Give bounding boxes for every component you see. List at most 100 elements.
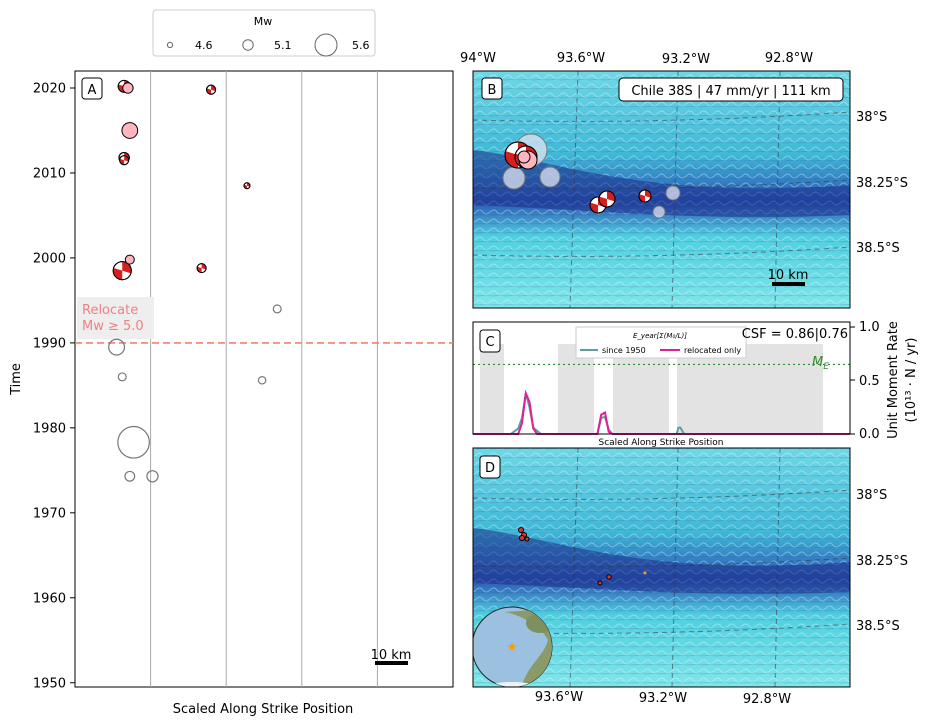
beachball-outline	[206, 84, 217, 95]
event-beachball	[206, 84, 217, 95]
map-b-beachball	[598, 190, 616, 208]
globe-location-star-icon: ★	[506, 640, 518, 655]
panel-c-frame	[472, 321, 851, 435]
map-d-event	[518, 527, 524, 533]
map-b-scalebar-label: 10 km	[768, 268, 809, 283]
time-tick-label: 1990	[33, 336, 66, 351]
relocate-label-line1: Relocate	[82, 303, 138, 318]
event-marker-open	[257, 375, 267, 385]
map-b-beachball	[638, 189, 652, 203]
panel-c-xlabel: Scaled Along Strike Position	[598, 438, 723, 448]
map-b-event-old	[502, 166, 526, 190]
time-tick-label: 1950	[33, 676, 66, 691]
map-d-lat-1: 38.25°S	[856, 554, 908, 569]
event-marker-relocated	[122, 82, 134, 94]
map-b-events	[502, 133, 681, 219]
map-d-events	[518, 527, 647, 586]
map-d-lat-2: 38.5°S	[856, 619, 900, 634]
map-d-event	[597, 580, 603, 586]
event-markers	[108, 79, 282, 483]
beachball-quadrant	[113, 261, 132, 280]
trench-b	[473, 150, 850, 218]
event-marker-open	[124, 470, 136, 482]
beachball-quadrant	[244, 182, 250, 189]
event-marker-open	[272, 304, 282, 314]
event-marker-open	[146, 470, 159, 483]
legend-relocated-label: relocated only	[684, 346, 741, 355]
beachball-quadrant	[119, 155, 129, 165]
map-b-lat-2: 38.5°S	[856, 241, 900, 256]
panel-c-legend-box	[575, 326, 747, 359]
panel-c-moment-rate: ME C E_year[Σ(M₀/L)] since 1950 relocate…	[472, 320, 919, 448]
event-marker-relocated	[121, 122, 139, 139]
panel-a-tag-box	[81, 77, 103, 100]
panel-a-xlabel: Scaled Along Strike Position	[173, 702, 354, 717]
panel-b-frame	[472, 70, 851, 309]
legend-label-medium: 5.1	[274, 39, 292, 52]
map-d-lat-0: 38°S	[856, 488, 887, 503]
time-tick-label: 1960	[33, 591, 66, 606]
legend-box	[152, 9, 376, 57]
panel-c-ytick-label-1: 1.0	[859, 320, 880, 335]
panel-c-legend-title: E_year[Σ(M₀/L)]	[633, 332, 687, 340]
panel-b-tag: B	[488, 83, 497, 98]
event-marker-open	[117, 372, 127, 382]
panel-c-ytick-label-0: 0.0	[859, 427, 880, 442]
map-d-event	[606, 574, 612, 580]
panel-d-tag-box	[479, 455, 501, 479]
time-tick-label: 2020	[33, 81, 66, 96]
map-d-event	[643, 571, 647, 575]
time-tick-label: 1970	[33, 506, 66, 521]
panel-a: Relocate Mw ≥ 5.0 1950 1960 1970 1980 1990 20…	[9, 70, 454, 717]
event-marker-open	[108, 338, 126, 356]
event-beachball	[243, 182, 251, 190]
panel-c-tag: C	[485, 335, 494, 350]
map-b-event-relocated	[517, 150, 531, 164]
beachball-quadrant	[197, 263, 207, 273]
panel-c-shaded-segments	[480, 344, 823, 434]
map-d-event	[519, 535, 525, 541]
panel-b-map: B Chile 38S | 47 mm/yr | 111 km 10 km 94…	[460, 51, 908, 309]
legend-since-label: since 1950	[602, 346, 646, 355]
relocate-label-bg	[77, 297, 154, 339]
panel-c-ylabel-1: Unit Moment Rate	[886, 321, 901, 439]
legend-title: Mw	[254, 15, 273, 28]
panel-a-tag: A	[88, 83, 97, 98]
beachball-outline	[196, 263, 207, 274]
panel-d-frame	[472, 447, 851, 688]
panel-b-tag-box	[481, 77, 503, 100]
map-d-lon-0: 93.6°W	[535, 690, 583, 705]
event-beachball	[112, 261, 132, 281]
event-marker-relocated	[124, 254, 135, 265]
beachball-outline	[638, 189, 652, 203]
event-beachball	[119, 155, 130, 166]
time-axis-ticks: 1950 1960 1970 1980 1990 2000 2010 2020	[33, 81, 75, 691]
map-d-lon-2: 92.8°W	[743, 692, 791, 707]
map-b-event-old	[539, 166, 561, 188]
map-d-event	[524, 536, 530, 542]
map-b-title: Chile 38S | 47 mm/yr | 111 km	[631, 84, 830, 99]
event-marker-open	[117, 425, 150, 459]
beachball-outline	[119, 155, 130, 166]
csf-label: CSF = 0.86|0.76	[742, 327, 848, 342]
panel-c-tag-box	[479, 329, 501, 353]
beachball-quadrant	[599, 191, 615, 207]
map-b-lon-0: 94°W	[460, 51, 496, 66]
map-b-lat-1: 38.25°S	[856, 176, 908, 191]
map-b-lon-1: 93.6°W	[557, 51, 605, 66]
time-tick-label: 2010	[33, 166, 66, 181]
panel-c-ytick-label-05: 0.5	[859, 374, 880, 389]
relocate-label-line2: Mw ≥ 5.0	[82, 319, 144, 334]
beachball-quadrant	[206, 85, 216, 95]
legend-label-large: 5.6	[352, 39, 370, 52]
map-b-lon-2: 93.2°W	[662, 52, 710, 67]
beachball-outline	[598, 190, 616, 208]
map-b-event-old	[665, 185, 681, 201]
map-d-lon-1: 93.2°W	[639, 691, 687, 706]
beachball-quadrant	[639, 190, 651, 202]
panel-a-frame	[74, 70, 454, 688]
map-b-event-old	[652, 205, 666, 219]
segment-lines	[150, 71, 378, 687]
time-tick-label: 2000	[33, 251, 66, 266]
event-beachball	[196, 263, 207, 274]
